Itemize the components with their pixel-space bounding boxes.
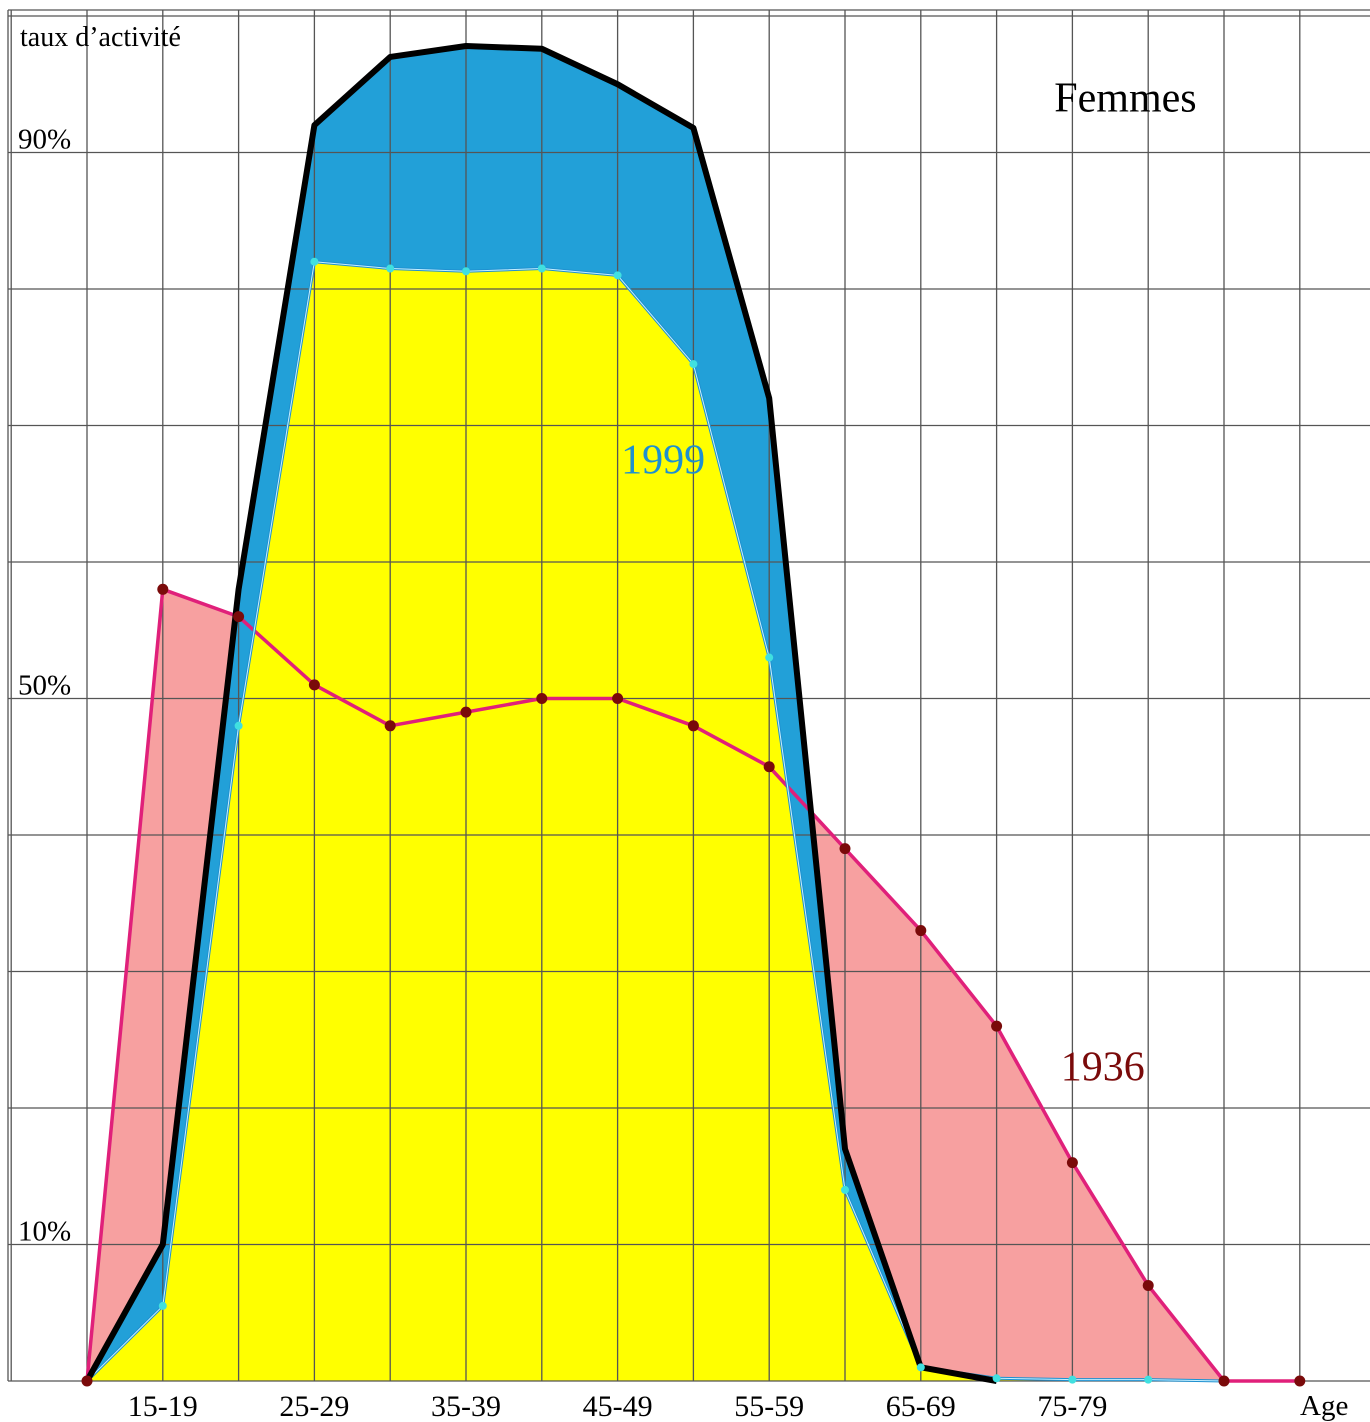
point-1999 <box>1144 1375 1153 1384</box>
chart-title: Femmes <box>1054 76 1196 122</box>
y-tick-label: 10% <box>18 1216 71 1248</box>
point-1999 <box>992 1374 1001 1383</box>
point-1936 <box>763 761 775 773</box>
area-1999 <box>87 261 1224 1382</box>
x-tick-label: 25-29 <box>279 1390 349 1422</box>
point-1999 <box>841 1185 849 1194</box>
point-1936 <box>81 1375 93 1387</box>
point-1936 <box>687 720 699 732</box>
series-markers <box>81 257 1306 1387</box>
point-1936 <box>1294 1375 1306 1387</box>
point-1999 <box>234 721 243 730</box>
x-axis-label: Age <box>1300 1390 1348 1422</box>
point-1936 <box>915 925 927 937</box>
point-1936 <box>991 1020 1003 1032</box>
point-1999 <box>1068 1375 1077 1384</box>
line-1999-highlight <box>86 261 1225 1382</box>
point-1936 <box>1066 1157 1078 1169</box>
x-tick-label: 55-59 <box>734 1390 804 1422</box>
series-label-1999: 1999 <box>621 437 705 483</box>
point-1999 <box>386 264 395 273</box>
y-axis-label: taux d’activité <box>20 22 181 53</box>
x-tick-label: 75-79 <box>1037 1390 1107 1422</box>
line-envelope <box>84 43 998 1384</box>
text-labels: taux d’activité Age 90% 50% 10% 15-19 25-29 3… <box>18 22 1348 1422</box>
point-1936 <box>308 679 320 691</box>
x-tick-label: 15-19 <box>128 1390 198 1422</box>
x-tick-label: 65-69 <box>886 1390 956 1422</box>
point-1936 <box>1142 1279 1154 1291</box>
point-1999 <box>613 271 622 280</box>
x-tick-label: 35-39 <box>431 1390 501 1422</box>
point-1936 <box>1218 1375 1230 1387</box>
x-tick-label: 45-49 <box>583 1390 653 1422</box>
point-1999 <box>462 267 470 276</box>
point-1936 <box>384 720 396 732</box>
point-1999 <box>689 360 698 369</box>
series-label-1936: 1936 <box>1061 1045 1145 1091</box>
point-1999 <box>537 264 546 273</box>
point-1999 <box>916 1363 925 1372</box>
y-tick-label: 50% <box>18 670 71 702</box>
series-lines <box>84 43 1300 1384</box>
point-1999 <box>765 653 774 662</box>
point-1936 <box>460 706 472 718</box>
point-1936 <box>839 843 851 855</box>
point-1936 <box>612 693 624 704</box>
point-1936 <box>233 611 245 623</box>
y-tick-label: 90% <box>18 124 71 156</box>
point-1999 <box>310 257 319 266</box>
point-1999 <box>158 1301 167 1310</box>
point-1936 <box>157 583 169 595</box>
point-1936 <box>536 693 548 704</box>
